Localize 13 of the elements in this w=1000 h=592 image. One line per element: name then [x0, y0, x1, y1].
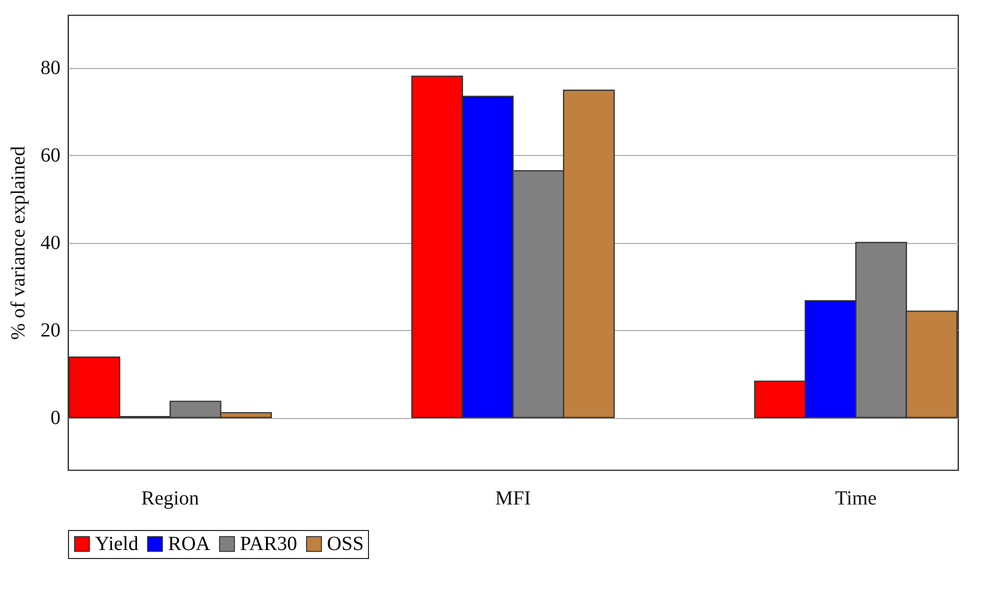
y-tick-label: 0	[50, 407, 60, 429]
x-tick-label: MFI	[495, 488, 531, 510]
legend-label: Yield	[95, 533, 138, 555]
legend-label: OSS	[327, 533, 364, 555]
legend-label: ROA	[168, 533, 211, 555]
y-tick-label: 40	[40, 232, 60, 254]
y-tick-label: 20	[40, 320, 60, 342]
x-tick-label: Time	[835, 488, 877, 510]
legend-label: PAR30	[240, 533, 298, 555]
y-axis-title: % of variance explained	[8, 146, 30, 340]
x-tick-label: Region	[141, 488, 200, 510]
y-tick-label: 60	[40, 144, 60, 166]
y-tick-label: 80	[40, 57, 60, 79]
